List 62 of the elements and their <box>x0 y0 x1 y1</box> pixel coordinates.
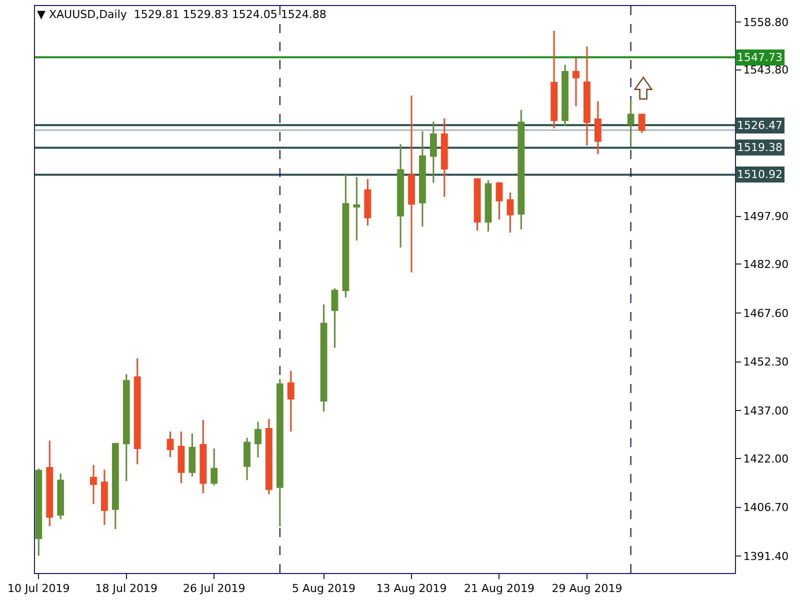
candlestick <box>122 373 130 482</box>
candlestick <box>518 109 525 230</box>
candlestick <box>474 178 481 232</box>
x-tick-label: 13 Aug 2019 <box>376 582 447 596</box>
ref-line-label: 1519.38 <box>737 141 782 154</box>
candlestick <box>353 176 360 242</box>
y-tick-label: 1391.40 <box>743 550 789 563</box>
candlestick <box>276 378 284 528</box>
candlestick <box>166 430 174 458</box>
candlestick <box>101 468 108 526</box>
candlestick <box>440 118 448 198</box>
candlestick <box>408 94 415 274</box>
chart-title: ▼ XAUUSD,Daily 1529.81 1529.83 1524.05 1524.88 <box>37 8 326 21</box>
candlestick <box>35 468 42 557</box>
x-tick-label: 26 Jul 2019 <box>182 582 246 596</box>
y-tick-label: 1406.70 <box>743 501 789 514</box>
candlestick <box>397 143 404 248</box>
candlestick <box>188 432 196 478</box>
candlestick <box>572 56 580 107</box>
candlestick <box>134 358 141 465</box>
candlestick <box>57 472 64 520</box>
y-tick-label: 1543.80 <box>743 64 789 77</box>
candlestick <box>342 173 350 298</box>
candlestick <box>112 442 119 530</box>
candlestick <box>364 178 372 226</box>
candlestick <box>430 120 437 184</box>
candlestick <box>210 448 218 486</box>
candlestick <box>200 419 207 494</box>
candlestick <box>244 436 250 481</box>
x-tick-label: 18 Jul 2019 <box>95 582 158 596</box>
ref-line-label: 1510.92 <box>737 168 782 181</box>
candlestick <box>627 98 634 148</box>
candlestick <box>594 100 602 155</box>
candlestick <box>506 192 514 234</box>
y-tick-label: 1482.90 <box>743 258 789 271</box>
candlestick <box>550 30 558 129</box>
candlestick <box>320 304 328 412</box>
y-tick-label: 1437.00 <box>743 404 789 418</box>
ref-line-label: 1526.47 <box>737 119 782 132</box>
ref-line-label: 1547.73 <box>737 51 782 64</box>
candlestick <box>287 370 294 432</box>
candlestick <box>638 114 646 134</box>
y-tick-label: 1422.00 <box>743 452 789 466</box>
candlestick <box>562 64 568 127</box>
x-tick-label: 10 Jul 2019 <box>8 582 70 596</box>
y-tick-label: 1497.90 <box>743 210 789 224</box>
y-tick-label: 1467.60 <box>743 306 789 320</box>
y-tick-label: 1452.30 <box>743 356 789 369</box>
candlestick <box>178 430 185 484</box>
x-tick-label: 21 Aug 2019 <box>464 582 534 596</box>
candlestick <box>496 181 503 220</box>
x-tick-label: 5 Aug 2019 <box>292 582 356 596</box>
candlestick <box>331 288 338 348</box>
candlestick <box>254 421 262 458</box>
candlestick <box>484 179 492 232</box>
candlestick <box>266 418 272 495</box>
candlestick <box>46 440 54 527</box>
x-tick-label: 29 Aug 2019 <box>552 582 622 596</box>
candlestick <box>419 130 426 228</box>
candlestick <box>90 464 97 505</box>
candlestick <box>584 46 590 146</box>
y-tick-label: 1558.80 <box>743 16 789 29</box>
